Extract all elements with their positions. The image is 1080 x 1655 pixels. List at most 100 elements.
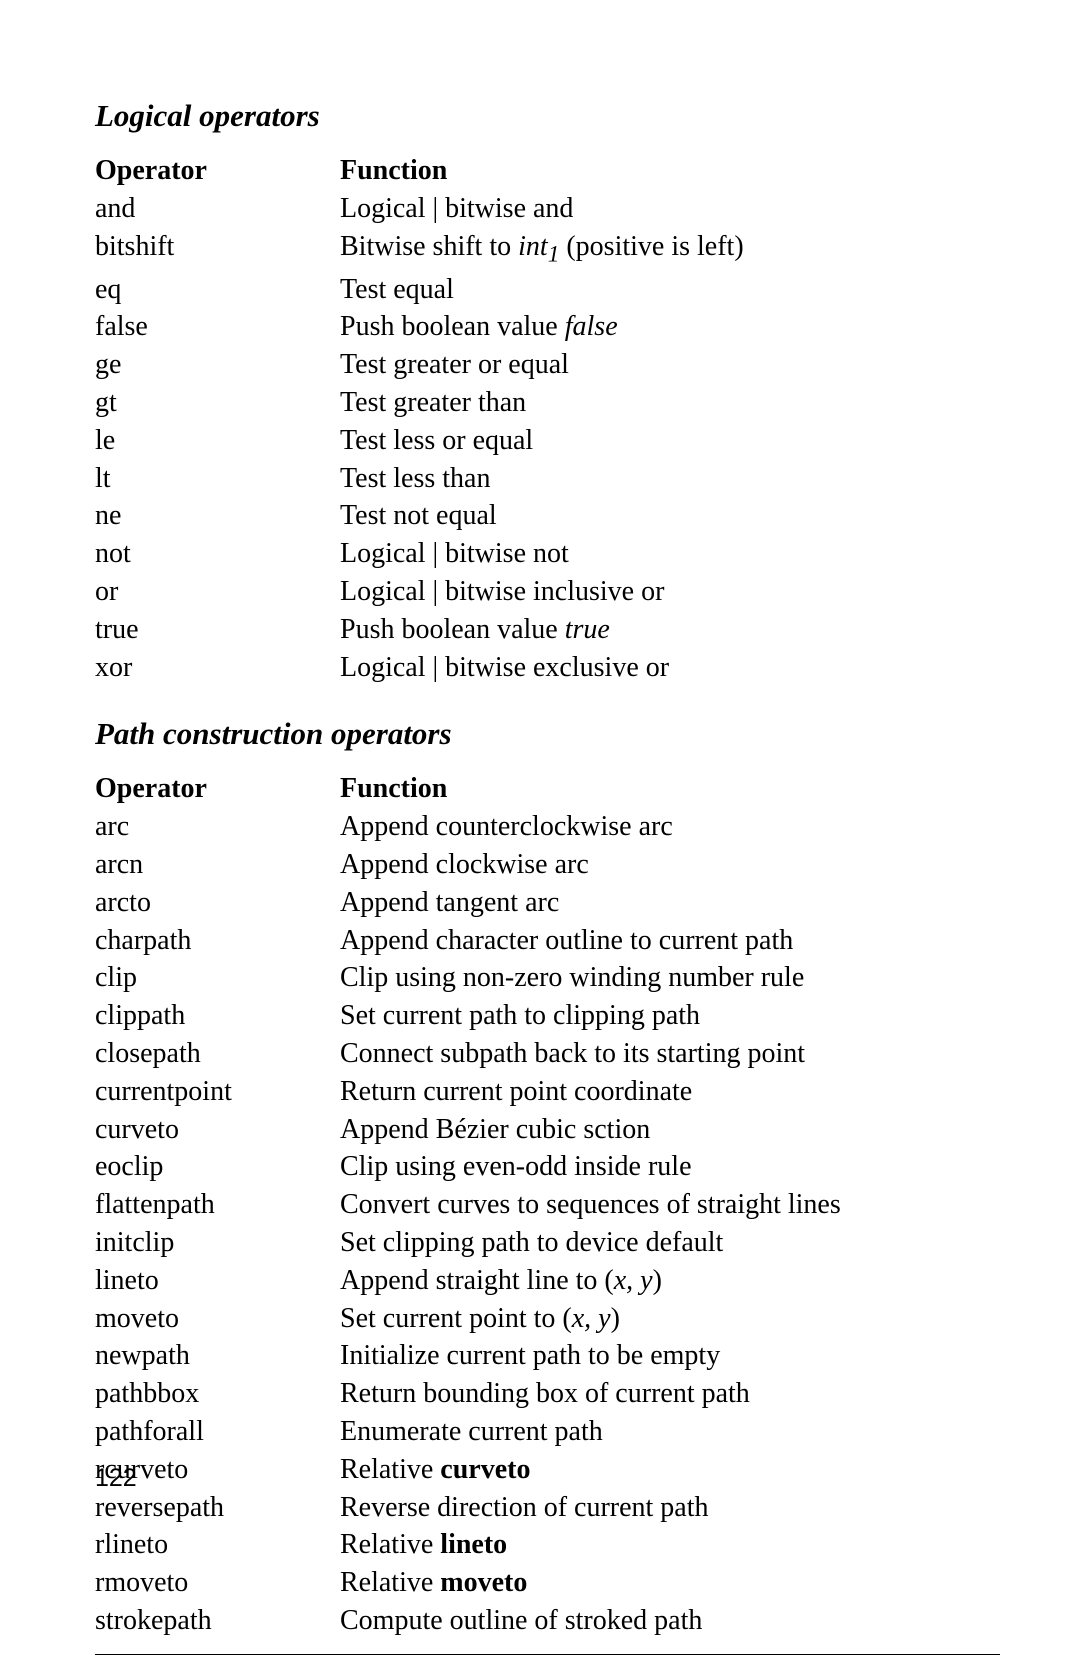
column-header-function: Function <box>340 152 1000 190</box>
table-row: ltTest less than <box>95 460 1000 498</box>
table-row: arctoAppend tangent arc <box>95 884 1000 922</box>
function-cell: Clip using even-odd inside rule <box>340 1148 1000 1186</box>
function-cell: Test greater or equal <box>340 346 1000 384</box>
table-row: andLogical | bitwise and <box>95 190 1000 228</box>
operator-cell: rlineto <box>95 1526 340 1564</box>
table-row: eoclipClip using even-odd inside rule <box>95 1148 1000 1186</box>
function-cell: Test greater than <box>340 384 1000 422</box>
table-row: pathbboxReturn bounding box of current p… <box>95 1375 1000 1413</box>
operator-cell: ge <box>95 346 340 384</box>
section-heading-path: Path construction operators <box>95 716 1000 752</box>
table-row: clippathSet current path to clipping pat… <box>95 997 1000 1035</box>
operator-cell: and <box>95 190 340 228</box>
function-cell: Reverse direction of current path <box>340 1489 1000 1527</box>
function-cell: Test equal <box>340 271 1000 309</box>
operator-cell: charpath <box>95 922 340 960</box>
function-cell: Append straight line to (x, y) <box>340 1262 1000 1300</box>
function-cell: Set current path to clipping path <box>340 997 1000 1035</box>
function-cell: Compute outline of stroked path <box>340 1602 1000 1640</box>
function-cell: Return bounding box of current path <box>340 1375 1000 1413</box>
table-row: xorLogical | bitwise exclusive or <box>95 649 1000 687</box>
function-cell: Logical | bitwise not <box>340 535 1000 573</box>
logical-rows-container: andLogical | bitwise andbitshiftBitwise … <box>95 190 1000 687</box>
operator-cell: ne <box>95 497 340 535</box>
operator-cell: clip <box>95 959 340 997</box>
operator-cell: flattenpath <box>95 1186 340 1224</box>
operator-cell: lt <box>95 460 340 498</box>
table-row: rcurvetoRelative curveto <box>95 1451 1000 1489</box>
operator-cell: strokepath <box>95 1602 340 1640</box>
column-header-operator: Operator <box>95 152 340 190</box>
table-row: bitshiftBitwise shift to int1 (positive … <box>95 228 1000 271</box>
path-operators-table: Operator Function arcAppend counterclock… <box>95 770 1000 1639</box>
table-row: notLogical | bitwise not <box>95 535 1000 573</box>
table-row: falsePush boolean value false <box>95 308 1000 346</box>
table-row: flattenpathConvert curves to sequences o… <box>95 1186 1000 1224</box>
operator-cell: moveto <box>95 1300 340 1338</box>
function-cell: Append tangent arc <box>340 884 1000 922</box>
column-header-function: Function <box>340 770 1000 808</box>
function-cell: Append clockwise arc <box>340 846 1000 884</box>
column-header-operator: Operator <box>95 770 340 808</box>
operator-cell: reversepath <box>95 1489 340 1527</box>
table-row: pathforallEnumerate current path <box>95 1413 1000 1451</box>
operator-cell: gt <box>95 384 340 422</box>
function-cell: Relative lineto <box>340 1526 1000 1564</box>
table-row: eqTest equal <box>95 271 1000 309</box>
function-cell: Logical | bitwise inclusive or <box>340 573 1000 611</box>
table-row: charpathAppend character outline to curr… <box>95 922 1000 960</box>
operator-cell: arc <box>95 808 340 846</box>
operator-cell: closepath <box>95 1035 340 1073</box>
page-number: 122 <box>95 1464 137 1493</box>
table-row: curvetoAppend Bézier cubic sction <box>95 1111 1000 1149</box>
operator-cell: arcto <box>95 884 340 922</box>
table-row: gtTest greater than <box>95 384 1000 422</box>
operator-cell: xor <box>95 649 340 687</box>
table-row: reversepathReverse direction of current … <box>95 1489 1000 1527</box>
table-row: movetoSet current point to (x, y) <box>95 1300 1000 1338</box>
table-header: Operator Function <box>95 770 1000 808</box>
table-row: newpathInitialize current path to be emp… <box>95 1337 1000 1375</box>
table-row: arcAppend counterclockwise arc <box>95 808 1000 846</box>
table-row: closepathConnect subpath back to its sta… <box>95 1035 1000 1073</box>
function-cell: Clip using non-zero winding number rule <box>340 959 1000 997</box>
function-cell: Connect subpath back to its starting poi… <box>340 1035 1000 1073</box>
function-cell: Test less than <box>340 460 1000 498</box>
function-cell: Push boolean value true <box>340 611 1000 649</box>
operator-cell: false <box>95 308 340 346</box>
function-cell: Set clipping path to device default <box>340 1224 1000 1262</box>
operator-cell: curveto <box>95 1111 340 1149</box>
function-cell: Test less or equal <box>340 422 1000 460</box>
table-row: linetoAppend straight line to (x, y) <box>95 1262 1000 1300</box>
logical-operators-table: Operator Function andLogical | bitwise a… <box>95 152 1000 686</box>
table-row: clipClip using non-zero winding number r… <box>95 959 1000 997</box>
table-row: currentpointReturn current point coordin… <box>95 1073 1000 1111</box>
function-cell: Append character outline to current path <box>340 922 1000 960</box>
table-row: orLogical | bitwise inclusive or <box>95 573 1000 611</box>
operator-cell: rmoveto <box>95 1564 340 1602</box>
operator-cell: eq <box>95 271 340 309</box>
function-cell: Bitwise shift to int1 (positive is left) <box>340 228 1000 271</box>
function-cell: Enumerate current path <box>340 1413 1000 1451</box>
operator-cell: arcn <box>95 846 340 884</box>
operator-cell: pathbbox <box>95 1375 340 1413</box>
table-row: arcnAppend clockwise arc <box>95 846 1000 884</box>
function-cell: Return current point coordinate <box>340 1073 1000 1111</box>
operator-cell: currentpoint <box>95 1073 340 1111</box>
function-cell: Relative curveto <box>340 1451 1000 1489</box>
function-cell: Set current point to (x, y) <box>340 1300 1000 1338</box>
function-cell: Initialize current path to be empty <box>340 1337 1000 1375</box>
operator-cell: pathforall <box>95 1413 340 1451</box>
function-cell: Append Bézier cubic sction <box>340 1111 1000 1149</box>
table-row: rlinetoRelative lineto <box>95 1526 1000 1564</box>
table-row: truePush boolean value true <box>95 611 1000 649</box>
operator-cell: or <box>95 573 340 611</box>
operator-cell: not <box>95 535 340 573</box>
section-heading-logical: Logical operators <box>95 98 1000 134</box>
table-header: Operator Function <box>95 152 1000 190</box>
operator-cell: bitshift <box>95 228 340 271</box>
function-cell: Logical | bitwise and <box>340 190 1000 228</box>
table-row: neTest not equal <box>95 497 1000 535</box>
table-row: rmovetoRelative moveto <box>95 1564 1000 1602</box>
function-cell: Append counterclockwise arc <box>340 808 1000 846</box>
